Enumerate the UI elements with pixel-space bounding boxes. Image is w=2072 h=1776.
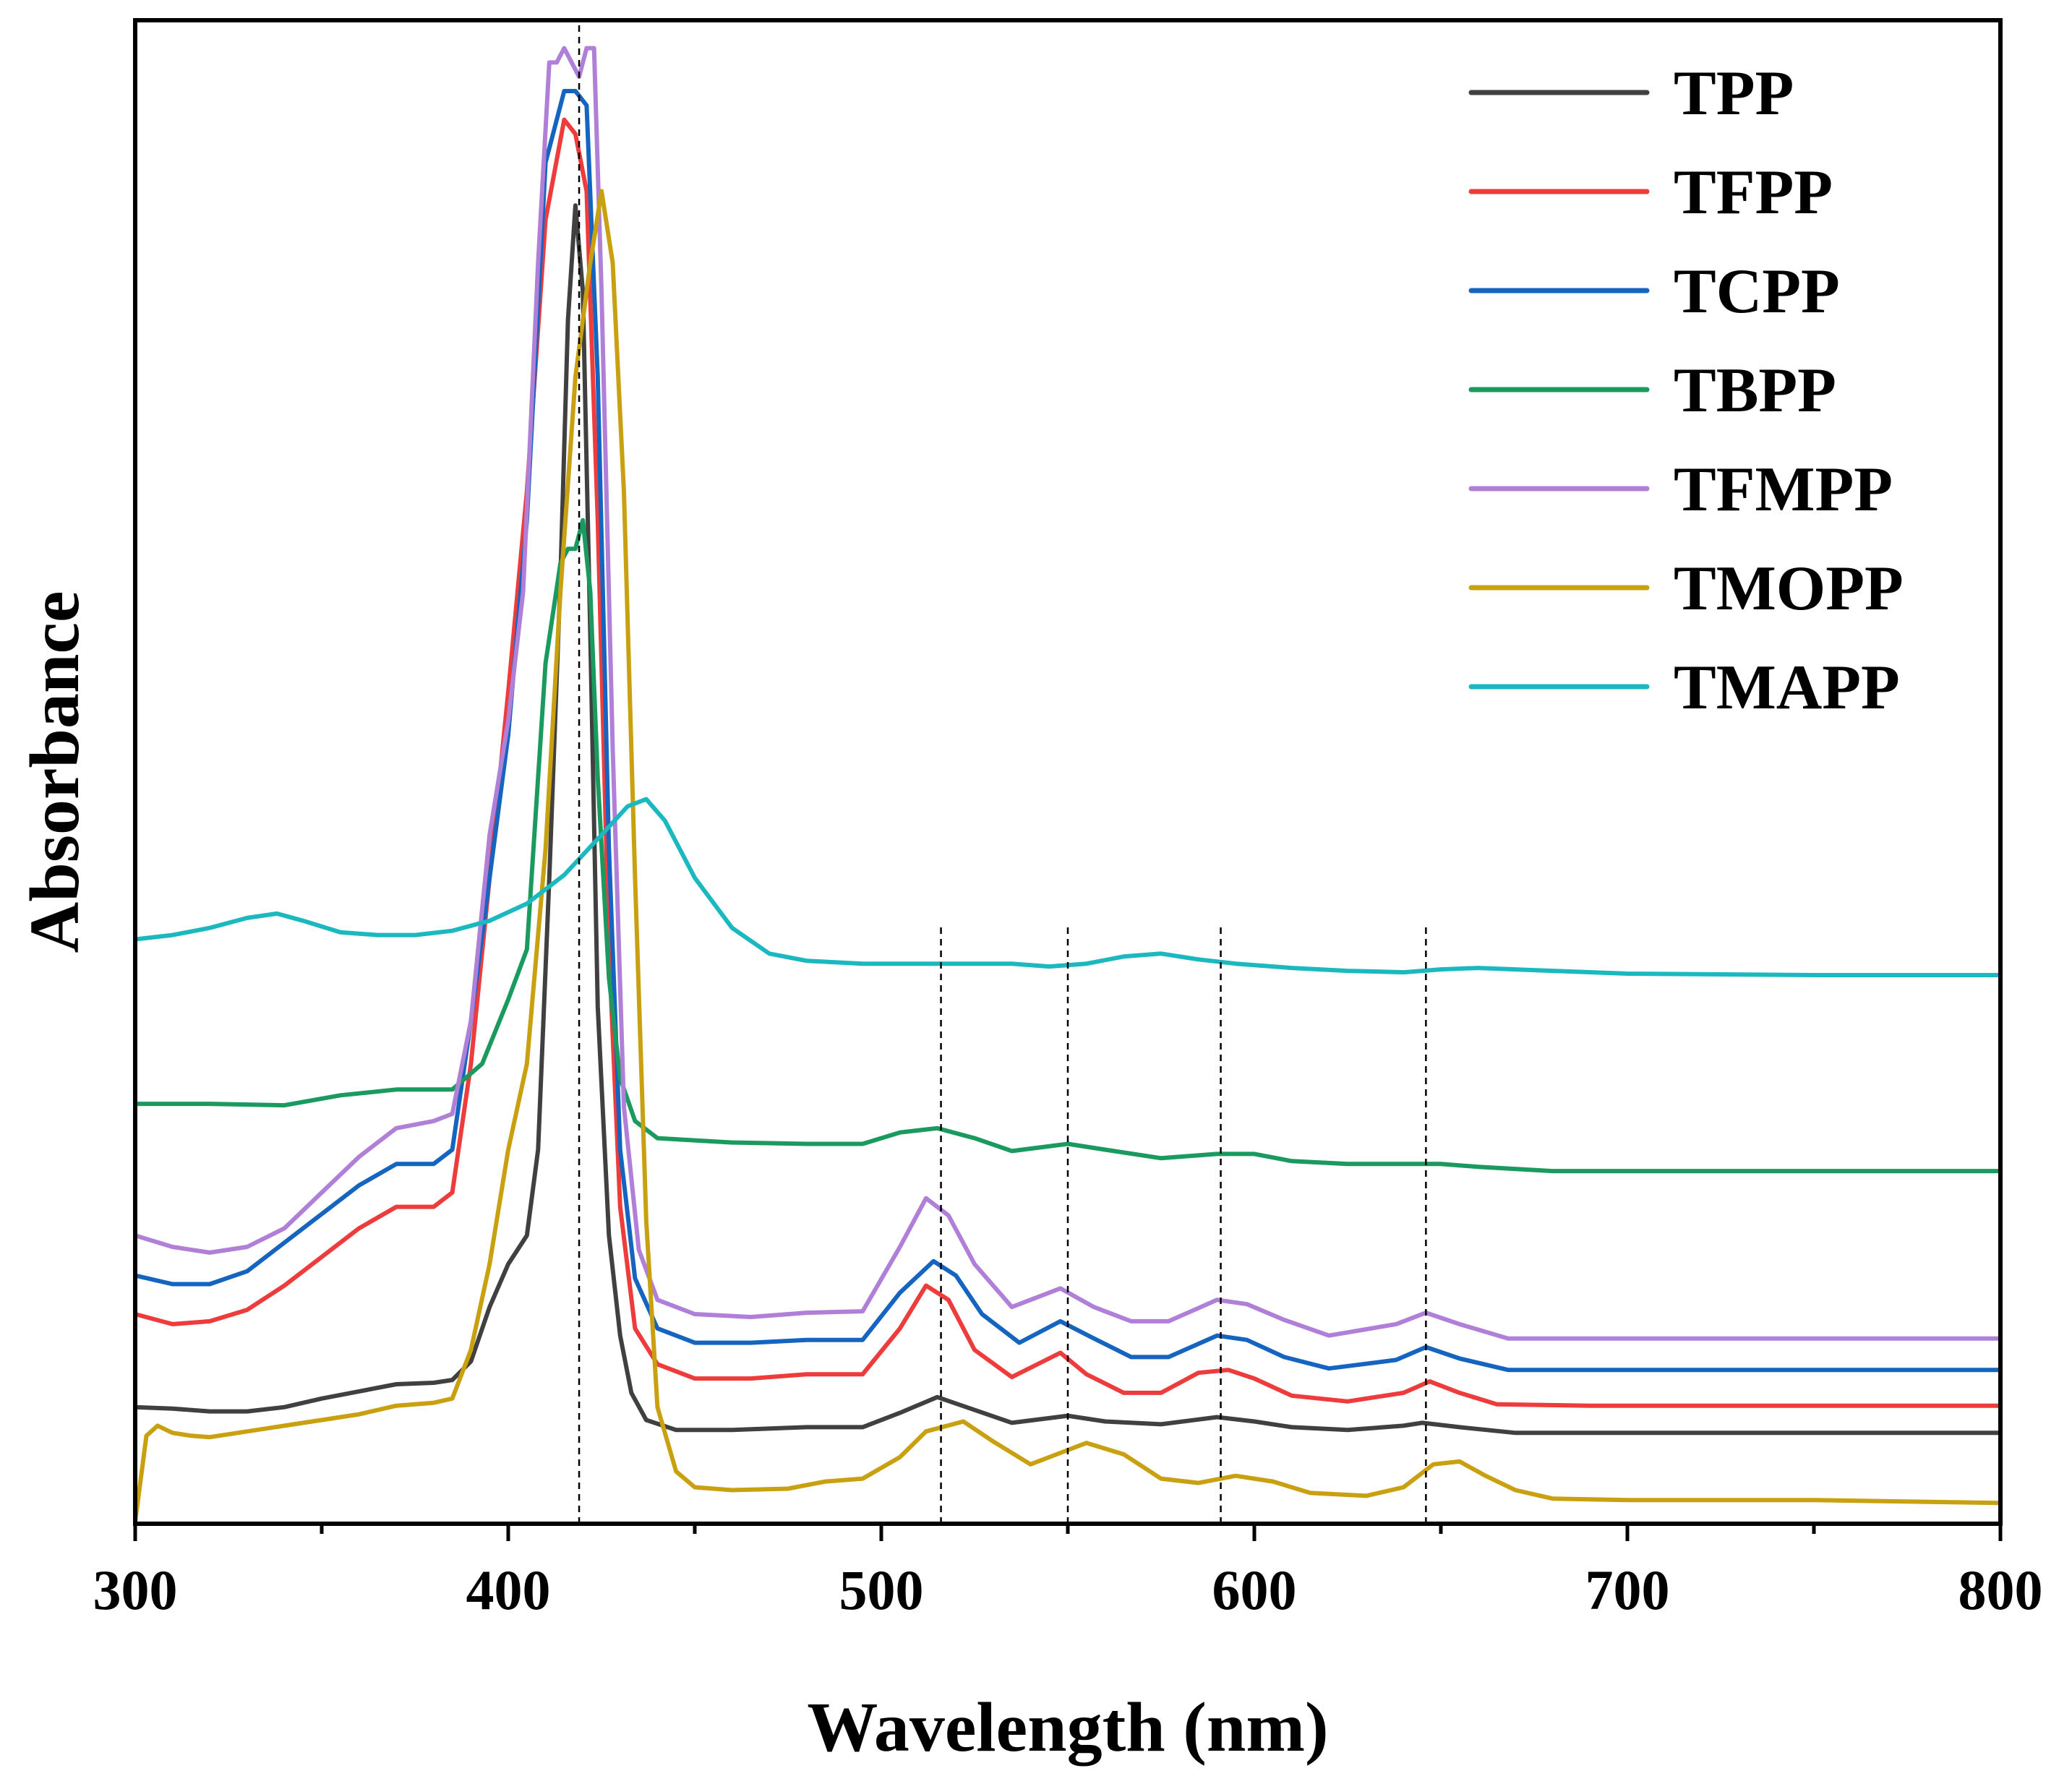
legend: TPP TFPP TCPP TBPP TFMPP TMOPP TMAPP: [1468, 59, 1904, 723]
legend-label-tbpp: TBPP: [1674, 356, 1836, 426]
legend-label-tfmpp: TFMPP: [1674, 455, 1893, 525]
legend-label-tmapp: TMAPP: [1674, 653, 1900, 723]
x-tick-label: 600: [1212, 1558, 1297, 1621]
x-ticks: 300 400 500 600 700 800: [93, 1524, 2043, 1621]
series-line-tmapp: [133, 797, 2003, 977]
series-line-tpp: [133, 203, 2003, 1436]
series-line-tcpp: [133, 89, 2003, 1373]
x-axis-title: Wavelength (nm): [807, 1689, 1328, 1767]
x-tick-label: 800: [1958, 1558, 2043, 1621]
x-tick-label: 700: [1585, 1558, 1670, 1621]
x-tick-label: 400: [466, 1558, 551, 1621]
legend-label-tfpp: TFPP: [1674, 158, 1833, 228]
reference-lines: [578, 20, 1427, 1524]
legend-label-tpp: TPP: [1674, 59, 1794, 129]
series-group: [133, 46, 2003, 1524]
x-tick-label: 500: [839, 1558, 924, 1621]
series-line-tfmpp: [133, 46, 2003, 1341]
series-line-tfpp: [133, 117, 2003, 1408]
series-line-tbpp: [133, 518, 2003, 1174]
y-axis-title: Absorbance: [16, 591, 94, 953]
series-line-tmopp: [133, 189, 2003, 1524]
legend-label-tcpp: TCPP: [1674, 257, 1840, 327]
x-tick-label: 300: [93, 1558, 178, 1621]
legend-label-tmopp: TMOPP: [1674, 554, 1904, 624]
